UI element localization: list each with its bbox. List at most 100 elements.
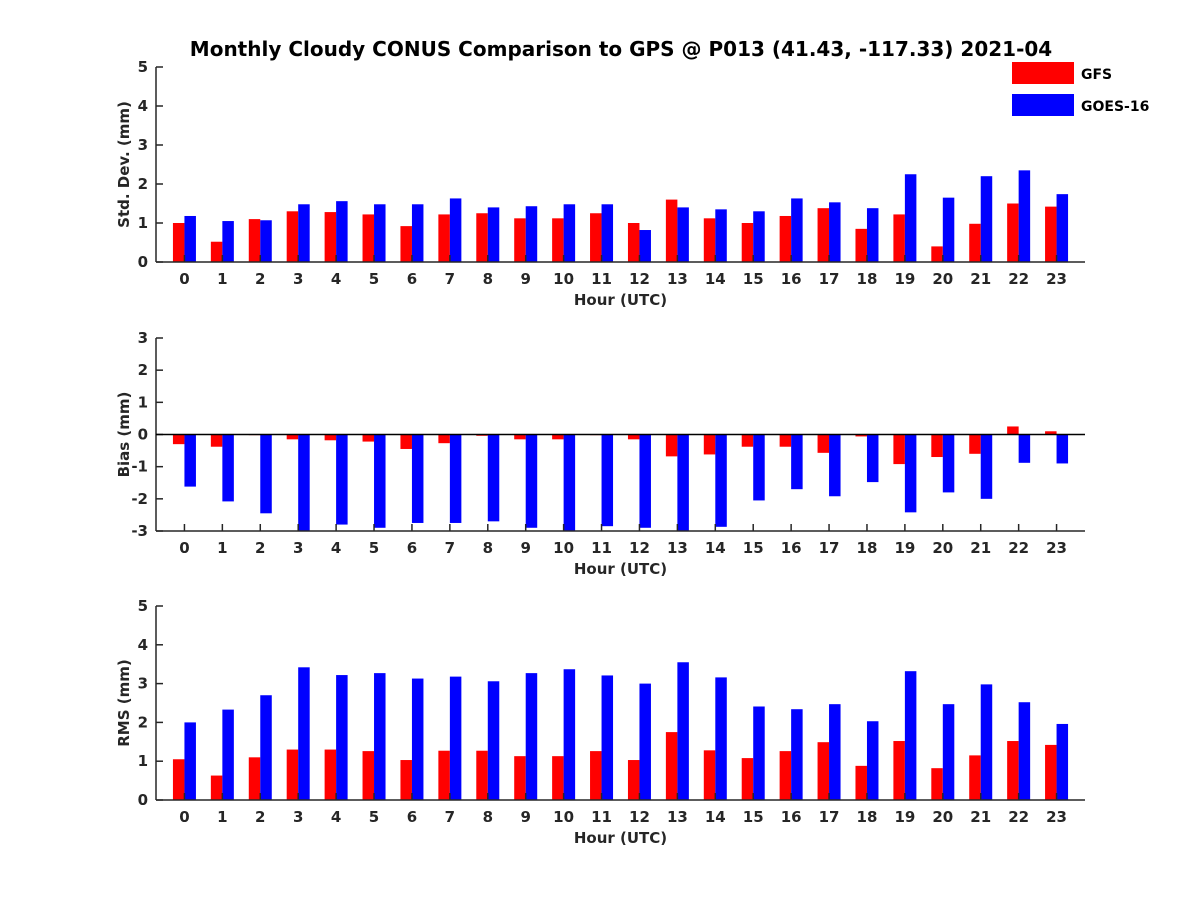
bar-gfs-5 <box>362 751 375 800</box>
x-tick-label: 18 <box>857 270 878 288</box>
bar-gfs-18 <box>855 228 867 262</box>
x-tick-label: 19 <box>894 808 915 826</box>
bar-goes16-11 <box>601 204 614 262</box>
bar-gfs-11 <box>590 213 602 262</box>
bar-gfs-12 <box>627 223 640 262</box>
bar-gfs-19 <box>893 434 905 465</box>
bar-goes16-15 <box>753 706 765 800</box>
x-tick-label: 18 <box>857 808 878 826</box>
x-tick-label: 5 <box>369 808 379 826</box>
bar-goes16-21 <box>980 684 993 800</box>
bar-gfs-12 <box>627 434 640 440</box>
y-tick-label: 2 <box>138 175 148 193</box>
bar-gfs-4 <box>324 749 337 800</box>
bar-goes16-13 <box>677 434 689 531</box>
bar-goes16-16 <box>791 198 803 262</box>
x-tick-label: 7 <box>445 539 455 557</box>
bar-gfs-15 <box>741 223 754 262</box>
bar-goes16-20 <box>942 704 955 800</box>
bar-gfs-17 <box>817 742 830 800</box>
x-tick-label: 15 <box>743 539 764 557</box>
bar-gfs-20 <box>931 434 943 458</box>
bar-gfs-5 <box>362 214 375 262</box>
bar-gfs-17 <box>817 434 830 453</box>
bar-gfs-9 <box>514 434 526 440</box>
legend: GFS GOES-16 <box>1012 62 1149 116</box>
bar-gfs-11 <box>590 751 602 800</box>
bar-gfs-0 <box>172 434 185 445</box>
bar-goes16-2 <box>260 695 272 800</box>
bar-goes16-8 <box>487 434 500 522</box>
x-tick-label: 23 <box>1046 539 1067 557</box>
bar-gfs-7 <box>438 750 450 800</box>
x-tick-label: 22 <box>1008 808 1029 826</box>
bar-gfs-0 <box>172 759 185 800</box>
x-tick-label: 20 <box>932 270 953 288</box>
x-tick-label: 4 <box>331 808 341 826</box>
bar-gfs-16 <box>779 751 792 800</box>
bar-gfs-23 <box>1045 744 1057 800</box>
y-tick-label: 3 <box>138 675 148 693</box>
x-tick-label: 12 <box>629 539 650 557</box>
bar-gfs-21 <box>969 434 981 454</box>
x-tick-label: 17 <box>819 270 840 288</box>
x-tick-label: 14 <box>705 808 726 826</box>
bar-gfs-22 <box>1007 426 1019 435</box>
bar-gfs-3 <box>286 749 299 800</box>
y-tick-label: -2 <box>131 490 148 508</box>
x-tick-label: 15 <box>743 808 764 826</box>
bar-goes16-18 <box>866 208 879 262</box>
y-tick-label: 2 <box>138 713 148 731</box>
x-tick-label: 9 <box>520 539 530 557</box>
bar-goes16-3 <box>298 434 310 531</box>
bar-goes16-13 <box>677 662 689 800</box>
x-tick-label: 7 <box>445 808 455 826</box>
x-tick-label: 19 <box>894 270 915 288</box>
x-tick-label: 1 <box>217 808 227 826</box>
bar-goes16-14 <box>715 209 727 262</box>
bar-goes16-3 <box>298 204 310 262</box>
bar-goes16-14 <box>715 677 727 800</box>
bar-gfs-21 <box>969 755 981 800</box>
x-tick-label: 14 <box>705 270 726 288</box>
x-tick-label: 8 <box>483 808 493 826</box>
x-tick-label: 15 <box>743 270 764 288</box>
x-tick-label: 17 <box>819 539 840 557</box>
x-tick-label: 3 <box>293 270 303 288</box>
x-tick-label: 7 <box>445 270 455 288</box>
legend-label-gfs: GFS <box>1081 67 1112 83</box>
x-tick-label: 21 <box>970 270 991 288</box>
x-tick-label: 8 <box>483 270 493 288</box>
bar-goes16-9 <box>525 673 538 800</box>
bar-goes16-10 <box>563 434 576 531</box>
bar-goes16-15 <box>753 211 765 262</box>
x-tick-label: 13 <box>667 270 688 288</box>
bar-gfs-1 <box>210 775 223 800</box>
x-tick-label: 8 <box>483 539 493 557</box>
x-tick-label: 16 <box>781 539 802 557</box>
bar-gfs-2 <box>248 757 261 800</box>
y-tick-label: 0 <box>138 426 148 444</box>
bar-goes16-10 <box>563 204 576 262</box>
x-axis-label: Hour (UTC) <box>574 829 667 847</box>
bar-goes16-7 <box>449 434 462 523</box>
x-tick-label: 10 <box>553 539 574 557</box>
x-tick-label: 5 <box>369 539 379 557</box>
x-tick-label: 21 <box>970 539 991 557</box>
x-tick-label: 0 <box>179 808 189 826</box>
x-tick-label: 16 <box>781 808 802 826</box>
bar-goes16-15 <box>753 434 765 501</box>
bar-goes16-12 <box>639 230 651 262</box>
bar-goes16-22 <box>1018 702 1031 800</box>
bar-gfs-10 <box>552 218 564 262</box>
bar-goes16-14 <box>715 434 727 527</box>
bar-goes16-12 <box>639 434 651 528</box>
x-tick-label: 21 <box>970 808 991 826</box>
bar-goes16-16 <box>791 434 803 490</box>
x-axis-label: Hour (UTC) <box>574 291 667 309</box>
bar-gfs-13 <box>665 199 678 262</box>
bar-goes16-23 <box>1056 723 1069 800</box>
